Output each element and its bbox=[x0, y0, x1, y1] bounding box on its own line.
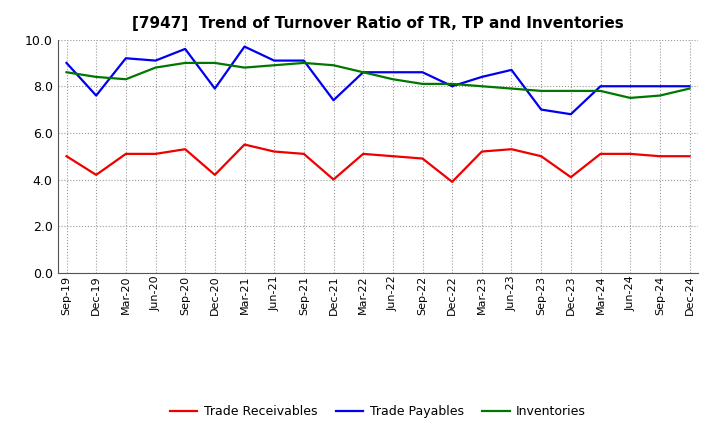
Trade Payables bbox=[300, 58, 308, 63]
Trade Receivables bbox=[151, 151, 160, 157]
Title: [7947]  Trend of Turnover Ratio of TR, TP and Inventories: [7947] Trend of Turnover Ratio of TR, TP… bbox=[132, 16, 624, 32]
Trade Receivables bbox=[477, 149, 486, 154]
Trade Payables bbox=[567, 112, 575, 117]
Inventories bbox=[151, 65, 160, 70]
Trade Payables bbox=[626, 84, 634, 89]
Inventories bbox=[448, 81, 456, 87]
Trade Receivables bbox=[210, 172, 219, 177]
Line: Inventories: Inventories bbox=[66, 63, 690, 98]
Inventories bbox=[567, 88, 575, 94]
Inventories bbox=[92, 74, 101, 80]
Inventories bbox=[359, 70, 367, 75]
Trade Receivables bbox=[567, 175, 575, 180]
Trade Payables bbox=[210, 86, 219, 91]
Inventories bbox=[270, 62, 279, 68]
Trade Receivables bbox=[300, 151, 308, 157]
Inventories bbox=[240, 65, 249, 70]
Trade Payables bbox=[477, 74, 486, 80]
Trade Payables bbox=[62, 60, 71, 66]
Trade Receivables bbox=[418, 156, 427, 161]
Legend: Trade Receivables, Trade Payables, Inventories: Trade Receivables, Trade Payables, Inven… bbox=[165, 400, 591, 423]
Inventories bbox=[62, 70, 71, 75]
Trade Receivables bbox=[359, 151, 367, 157]
Trade Receivables bbox=[389, 154, 397, 159]
Inventories bbox=[122, 77, 130, 82]
Inventories bbox=[300, 60, 308, 66]
Inventories bbox=[477, 84, 486, 89]
Trade Payables bbox=[655, 84, 664, 89]
Trade Payables bbox=[596, 84, 605, 89]
Trade Payables bbox=[537, 107, 546, 112]
Inventories bbox=[537, 88, 546, 94]
Trade Receivables bbox=[596, 151, 605, 157]
Trade Payables bbox=[151, 58, 160, 63]
Trade Receivables bbox=[685, 154, 694, 159]
Trade Receivables bbox=[329, 177, 338, 182]
Trade Receivables bbox=[181, 147, 189, 152]
Trade Payables bbox=[329, 98, 338, 103]
Inventories bbox=[596, 88, 605, 94]
Trade Receivables bbox=[655, 154, 664, 159]
Trade Receivables bbox=[92, 172, 101, 177]
Trade Receivables bbox=[62, 154, 71, 159]
Trade Payables bbox=[92, 93, 101, 98]
Trade Payables bbox=[448, 84, 456, 89]
Inventories bbox=[210, 60, 219, 66]
Inventories bbox=[507, 86, 516, 91]
Trade Receivables bbox=[626, 151, 634, 157]
Inventories bbox=[685, 86, 694, 91]
Trade Receivables bbox=[448, 179, 456, 184]
Trade Payables bbox=[240, 44, 249, 49]
Line: Trade Payables: Trade Payables bbox=[66, 47, 690, 114]
Line: Trade Receivables: Trade Receivables bbox=[66, 144, 690, 182]
Trade Receivables bbox=[270, 149, 279, 154]
Trade Payables bbox=[389, 70, 397, 75]
Inventories bbox=[329, 62, 338, 68]
Trade Payables bbox=[122, 55, 130, 61]
Trade Payables bbox=[507, 67, 516, 73]
Trade Receivables bbox=[122, 151, 130, 157]
Trade Payables bbox=[685, 84, 694, 89]
Inventories bbox=[418, 81, 427, 87]
Trade Payables bbox=[359, 70, 367, 75]
Trade Payables bbox=[418, 70, 427, 75]
Trade Payables bbox=[270, 58, 279, 63]
Trade Receivables bbox=[240, 142, 249, 147]
Inventories bbox=[181, 60, 189, 66]
Trade Receivables bbox=[507, 147, 516, 152]
Inventories bbox=[626, 95, 634, 100]
Inventories bbox=[389, 77, 397, 82]
Inventories bbox=[655, 93, 664, 98]
Trade Receivables bbox=[537, 154, 546, 159]
Trade Payables bbox=[181, 46, 189, 51]
